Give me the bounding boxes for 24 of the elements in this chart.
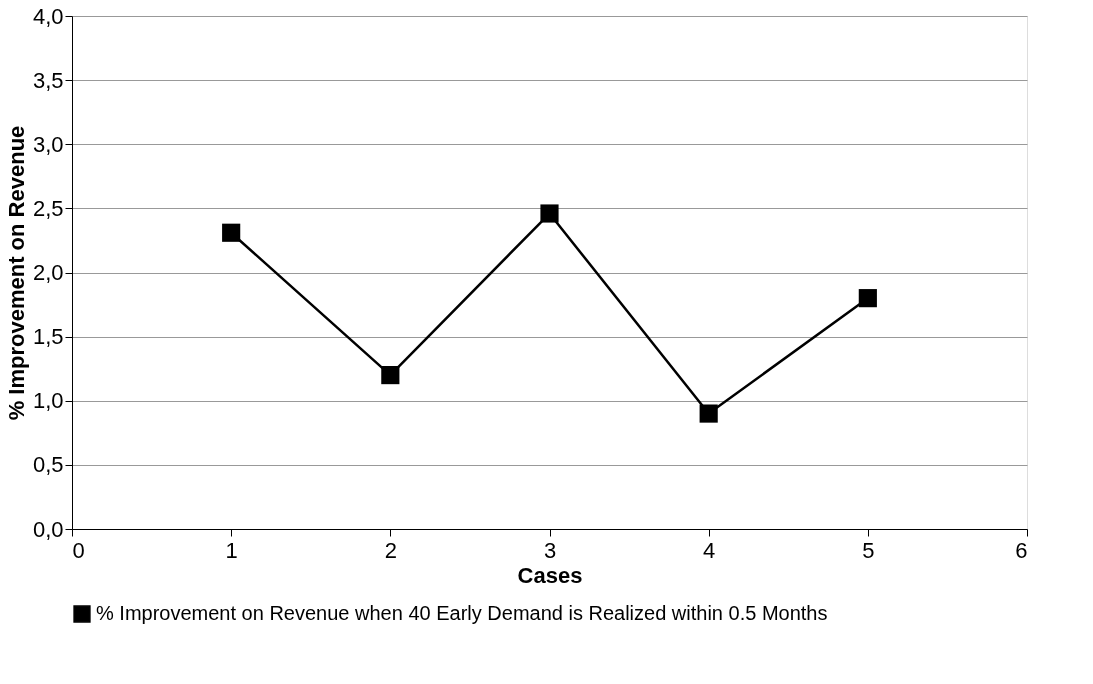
x-tick-label: 0 [72, 537, 85, 563]
y-tick-label: 4,0 [32, 3, 64, 29]
x-tick-label: 1 [225, 537, 238, 563]
x-tick-label: 5 [862, 537, 875, 563]
point [222, 223, 241, 242]
y-tick-label: 1,0 [32, 388, 64, 414]
y-tick-label: 3,0 [32, 131, 64, 157]
x-axis-title: Cases [517, 562, 583, 588]
point [699, 404, 718, 423]
x-tick-label: 4 [703, 537, 716, 563]
y-tick-label: 0,5 [32, 452, 64, 478]
point [381, 366, 400, 385]
y-tick-label: 2,5 [32, 195, 64, 221]
legend-label: % Improvement on Revenue when 40 Early Demand is Realized within 0.5 Months [96, 602, 828, 624]
y-tick-label: 3,5 [32, 67, 64, 93]
x-tick-label: 6 [1015, 537, 1028, 563]
x-tick-label: 3 [543, 537, 557, 563]
point [540, 204, 559, 223]
point [858, 289, 877, 308]
x-tick-label: 2 [384, 537, 397, 563]
y-axis-title: % Improvement on Revenue [3, 125, 29, 421]
y-tick-label: 1,5 [32, 324, 64, 350]
y-tick-label: 2,0 [32, 260, 64, 285]
y-tick-label: 0,0 [32, 516, 64, 542]
